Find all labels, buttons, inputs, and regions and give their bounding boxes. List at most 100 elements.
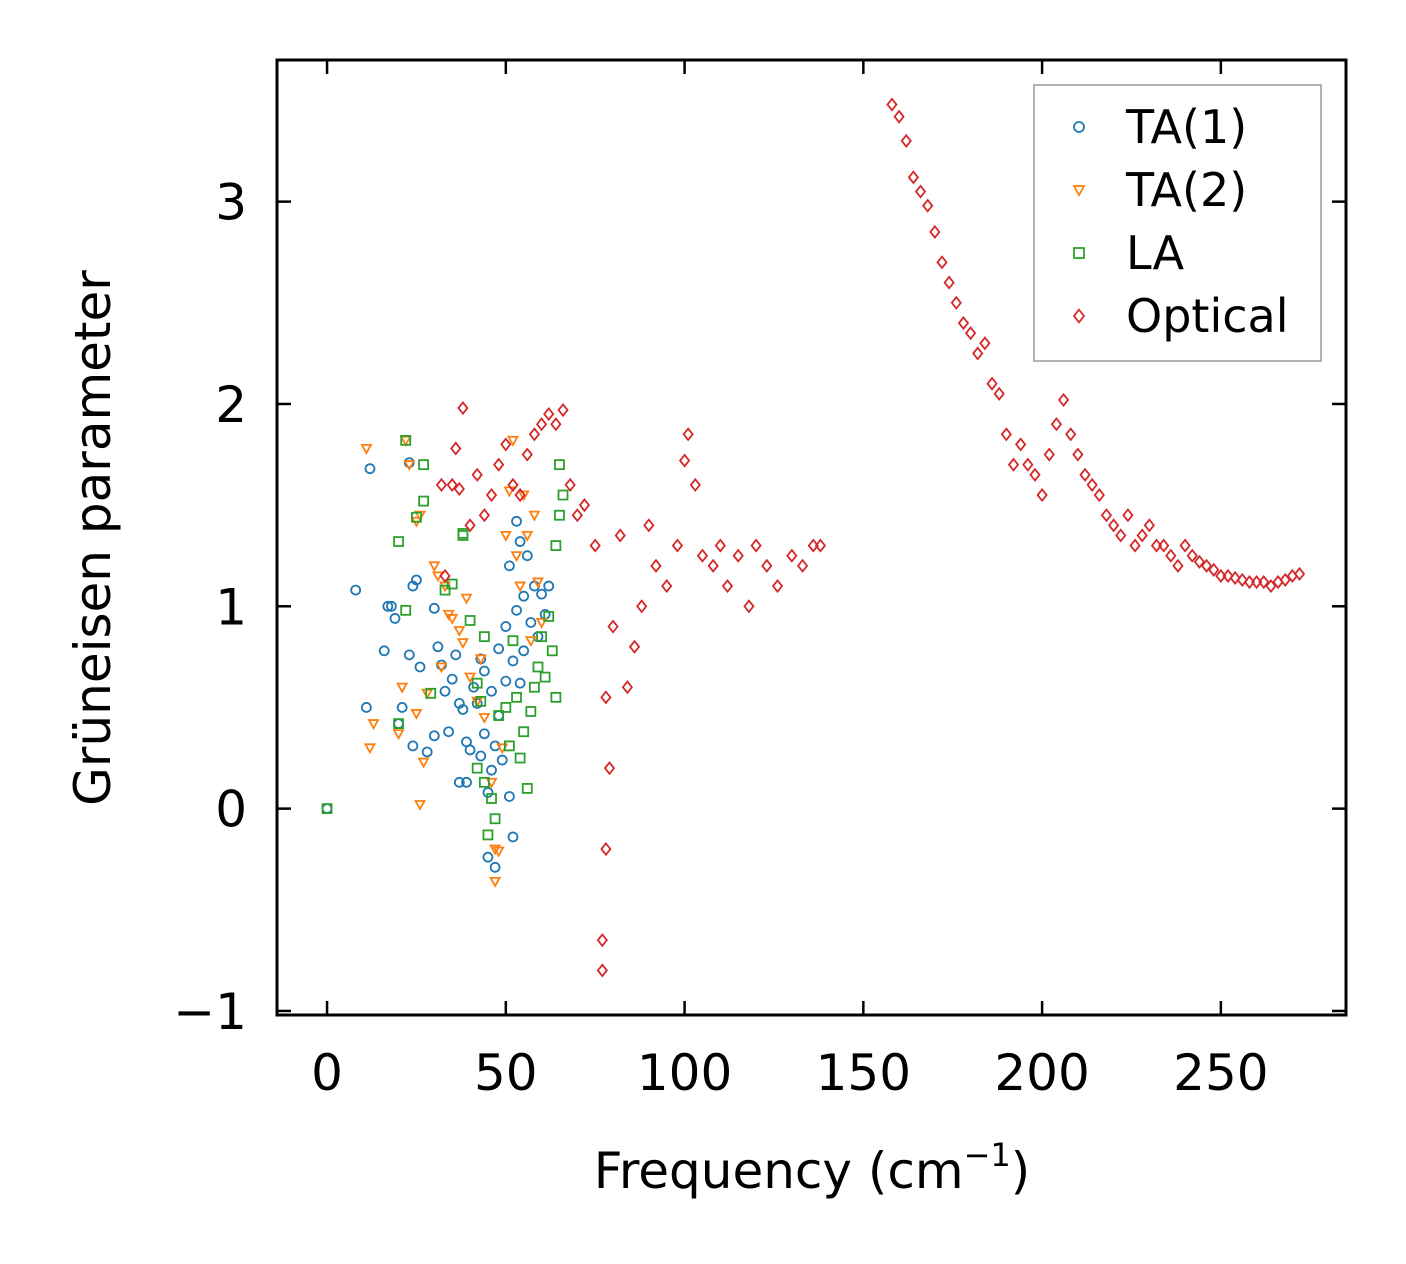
data-point — [518, 726, 530, 738]
data-point — [600, 690, 612, 705]
data-point — [750, 538, 762, 553]
data-point — [493, 457, 505, 472]
data-point — [418, 459, 429, 471]
data-point — [914, 184, 927, 199]
data-point — [514, 677, 526, 689]
data-point — [428, 602, 440, 614]
data-point — [518, 590, 530, 602]
data-point — [489, 844, 502, 856]
data-point — [432, 641, 444, 653]
data-point — [461, 776, 472, 788]
data-point — [478, 665, 490, 677]
data-point — [1143, 518, 1156, 533]
data-point — [471, 698, 483, 709]
data-point — [471, 696, 484, 708]
data-point — [1065, 427, 1077, 442]
data-point — [482, 851, 494, 863]
data-point — [621, 680, 634, 695]
data-point — [517, 490, 530, 502]
data-point — [643, 518, 655, 533]
data-point — [457, 528, 469, 539]
data-point — [486, 685, 497, 697]
data-point — [993, 386, 1005, 401]
data-point — [636, 599, 648, 614]
legend-item: TA(1) — [1073, 100, 1247, 154]
data-point — [439, 568, 451, 584]
data-point — [489, 876, 502, 888]
data-point — [435, 662, 448, 674]
data-point — [650, 558, 662, 573]
x-axis-title: Frequency (cm−1) — [594, 1136, 1031, 1200]
data-point — [1086, 477, 1098, 492]
data-point — [475, 750, 487, 762]
legend-item: Optical — [1072, 289, 1288, 343]
data-point — [389, 613, 401, 624]
data-point — [1107, 518, 1120, 533]
data-point — [550, 540, 562, 551]
data-point — [1050, 417, 1063, 432]
data-point — [478, 713, 491, 724]
data-point — [478, 776, 490, 788]
data-point — [392, 729, 405, 741]
data-point — [536, 588, 547, 600]
data-point — [413, 510, 427, 522]
data-point — [1000, 427, 1013, 442]
data-point — [979, 336, 991, 351]
data-point — [1007, 457, 1020, 472]
data-point — [492, 846, 505, 858]
data-point — [474, 654, 487, 666]
data-point — [414, 661, 426, 673]
data-point — [1072, 447, 1084, 462]
legend-item: LA — [1073, 226, 1185, 280]
data-point — [514, 581, 527, 593]
data-point — [446, 613, 459, 625]
data-point — [1172, 558, 1184, 573]
data-point — [511, 691, 522, 703]
data-point — [1158, 538, 1170, 553]
y-tick-label: 1 — [215, 578, 247, 636]
data-point — [886, 97, 898, 112]
data-point — [628, 639, 641, 654]
data-point — [364, 463, 376, 475]
data-point — [360, 702, 372, 713]
data-point — [531, 577, 545, 589]
axis-ticks — [277, 60, 1346, 1015]
data-point — [546, 645, 558, 657]
series-optical — [435, 97, 1306, 978]
data-point — [489, 813, 501, 825]
data-point — [543, 611, 555, 622]
data-point — [425, 687, 437, 699]
data-point — [1014, 437, 1027, 452]
data-point — [732, 548, 744, 563]
data-point — [1100, 508, 1113, 523]
data-point — [482, 829, 494, 841]
data-point — [535, 617, 548, 629]
data-point — [499, 530, 512, 542]
data-point — [1093, 487, 1105, 503]
data-point — [1022, 457, 1034, 472]
data-point — [1236, 572, 1248, 588]
data-point — [536, 631, 547, 643]
legend: TA(1) TA(2) LA Optical — [1033, 84, 1322, 362]
data-point — [689, 477, 701, 492]
data-point — [943, 275, 955, 290]
data-point — [528, 510, 541, 522]
y-axis-title: Grüneisen parameter — [64, 270, 122, 806]
data-point — [1200, 558, 1213, 573]
data-point — [503, 560, 515, 572]
data-point — [403, 649, 415, 661]
data-point — [972, 346, 984, 361]
data-point — [1265, 578, 1277, 594]
data-point — [418, 495, 429, 507]
data-point — [503, 740, 515, 752]
data-point — [478, 508, 491, 523]
data-point — [411, 574, 422, 586]
data-point — [696, 548, 709, 563]
data-point — [1057, 392, 1070, 407]
legend-items: TA(1) TA(2) LA Optical — [1072, 100, 1288, 343]
data-point — [363, 743, 376, 755]
data-point — [535, 417, 548, 432]
legend-label: TA(1) — [1125, 100, 1247, 154]
data-point — [411, 511, 422, 523]
data-point — [446, 477, 458, 492]
